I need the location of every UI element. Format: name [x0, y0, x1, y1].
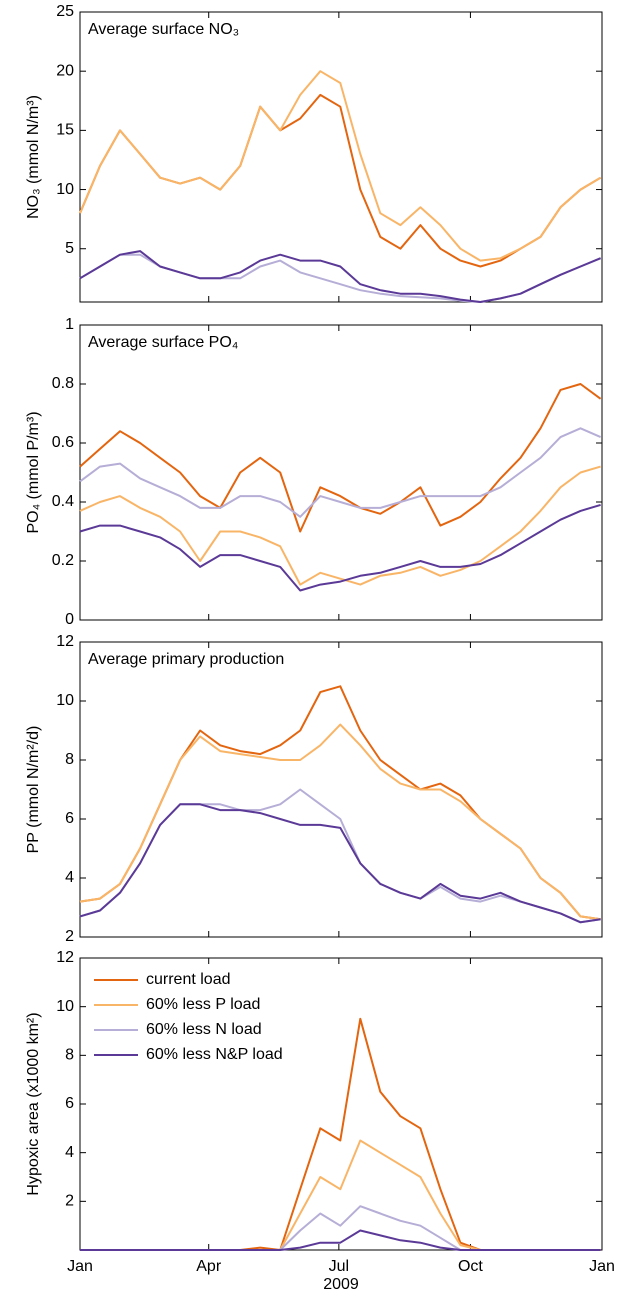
series-line	[79, 70, 602, 262]
y-tick-label: 8	[65, 751, 74, 768]
series-line	[79, 93, 602, 268]
y-axis-label: PP (mmol N/m²/d)	[25, 726, 42, 854]
x-tick-label: Jan	[589, 1258, 615, 1275]
y-tick-label: 0.6	[52, 434, 74, 451]
y-tick-label: 4	[65, 1144, 74, 1161]
y-tick-label: 6	[65, 810, 74, 827]
y-tick-label: 6	[65, 1095, 74, 1112]
series-line	[80, 1139, 601, 1251]
x-tick-label: Apr	[196, 1258, 222, 1275]
y-tick-label: 20	[56, 62, 74, 79]
plot-frame	[79, 11, 603, 303]
y-tick-label: 12	[56, 949, 74, 966]
panel-title: Average primary production	[88, 651, 284, 668]
series-line	[79, 383, 602, 533]
y-tick-label: 10	[56, 998, 74, 1015]
legend-label: 60% less N load	[146, 1021, 262, 1038]
y-tick-label: 2	[65, 928, 74, 945]
x-tick-label: Jan	[67, 1258, 93, 1275]
x-axis-label: 2009	[323, 1276, 359, 1293]
y-tick-label: 10	[56, 181, 74, 198]
y-tick-label: 0.8	[52, 375, 74, 392]
y-axis-label: Hypoxic area (x1000 km²)	[25, 1012, 42, 1195]
legend-label: current load	[146, 971, 231, 988]
series-line	[79, 503, 601, 592]
x-tick-label: Oct	[458, 1258, 483, 1275]
series-line	[79, 723, 601, 921]
series-line	[79, 685, 601, 921]
series-line	[79, 427, 602, 518]
y-tick-label: 0.2	[52, 552, 74, 569]
y-axis-label: NO₃ (mmol N/m³)	[25, 95, 42, 219]
series-line	[80, 1229, 601, 1251]
panel-title: Average surface NO₃	[88, 21, 239, 38]
y-tick-label: 25	[56, 3, 74, 20]
series-line	[79, 253, 601, 303]
plot-frame	[79, 641, 603, 938]
series-line	[79, 465, 601, 586]
y-tick-label: 2	[65, 1193, 74, 1210]
y-tick-label: 5	[65, 240, 74, 257]
y-tick-label: 12	[56, 633, 74, 650]
y-tick-label: 0.4	[52, 493, 74, 510]
series-line	[79, 803, 601, 924]
y-tick-label: 1	[65, 316, 74, 333]
panel-title: Average surface PO₄	[88, 334, 238, 351]
series-line	[79, 250, 601, 303]
y-tick-label: 10	[56, 692, 74, 709]
x-tick-label: Jul	[329, 1258, 349, 1275]
legend-label: 60% less P load	[146, 996, 260, 1013]
y-tick-label: 8	[65, 1047, 74, 1064]
plot-frame	[79, 324, 603, 621]
y-tick-label: 0	[65, 611, 74, 628]
y-tick-label: 4	[65, 869, 74, 886]
y-axis-label: PO₄ (mmol P/m³)	[25, 411, 42, 533]
legend-label: 60% less N&P load	[146, 1046, 283, 1063]
y-tick-label: 15	[56, 122, 74, 139]
